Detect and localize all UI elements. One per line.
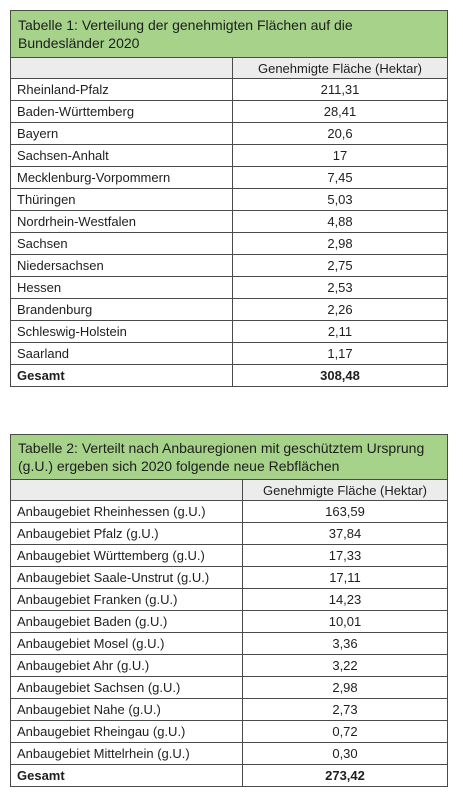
row-label: Brandenburg bbox=[10, 298, 233, 321]
row-label: Anbaugebiet Sachsen (g.U.) bbox=[10, 676, 243, 699]
row-value: 10,01 bbox=[242, 610, 448, 633]
row-value: 163,59 bbox=[242, 500, 448, 523]
table-row: Rheinland-Pfalz 211,31 bbox=[10, 78, 448, 101]
total-value: 273,42 bbox=[242, 764, 448, 787]
total-row: Gesamt 273,42 bbox=[10, 764, 448, 787]
table-title: Tabelle 2: Verteilt nach Anbauregionen m… bbox=[10, 434, 448, 480]
table-row: Bayern 20,6 bbox=[10, 122, 448, 145]
row-value: 2,98 bbox=[232, 232, 448, 255]
row-value: 2,11 bbox=[232, 320, 448, 343]
row-label: Sachsen-Anhalt bbox=[10, 144, 233, 167]
row-label: Niedersachsen bbox=[10, 254, 233, 277]
table-row: Anbaugebiet Saale-Unstrut (g.U.) 17,11 bbox=[10, 566, 448, 589]
row-label: Schleswig-Holstein bbox=[10, 320, 233, 343]
table-row: Anbaugebiet Nahe (g.U.) 2,73 bbox=[10, 698, 448, 721]
table-anbauregionen: Tabelle 2: Verteilt nach Anbauregionen m… bbox=[10, 434, 448, 787]
table-row: Anbaugebiet Baden (g.U.) 10,01 bbox=[10, 610, 448, 633]
table-row: Anbaugebiet Pfalz (g.U.) 37,84 bbox=[10, 522, 448, 545]
column-header-area: Genehmigte Fläche (Hektar) bbox=[232, 57, 448, 79]
row-value: 17,33 bbox=[242, 544, 448, 567]
row-value: 14,23 bbox=[242, 588, 448, 611]
row-value: 7,45 bbox=[232, 166, 448, 189]
table-header-row: Genehmigte Fläche (Hektar) bbox=[10, 479, 448, 501]
row-value: 3,36 bbox=[242, 632, 448, 655]
table-row: Anbaugebiet Franken (g.U.) 14,23 bbox=[10, 588, 448, 611]
row-value: 17 bbox=[232, 144, 448, 167]
table-row: Anbaugebiet Rheinhessen (g.U.) 163,59 bbox=[10, 500, 448, 523]
row-label: Sachsen bbox=[10, 232, 233, 255]
row-label: Nordrhein-Westfalen bbox=[10, 210, 233, 233]
total-label: Gesamt bbox=[10, 364, 233, 387]
table-row: Brandenburg 2,26 bbox=[10, 298, 448, 321]
row-label: Anbaugebiet Nahe (g.U.) bbox=[10, 698, 243, 721]
row-label: Anbaugebiet Pfalz (g.U.) bbox=[10, 522, 243, 545]
total-label: Gesamt bbox=[10, 764, 243, 787]
row-value: 2,53 bbox=[232, 276, 448, 299]
row-value: 4,88 bbox=[232, 210, 448, 233]
table-title-row: Tabelle 2: Verteilt nach Anbauregionen m… bbox=[10, 434, 448, 480]
row-label: Anbaugebiet Saale-Unstrut (g.U.) bbox=[10, 566, 243, 589]
table-bundeslaender: Tabelle 1: Verteilung der genehmigten Fl… bbox=[10, 10, 448, 387]
row-value: 2,75 bbox=[232, 254, 448, 277]
row-label: Saarland bbox=[10, 342, 233, 365]
row-value: 0,72 bbox=[242, 720, 448, 743]
row-label: Anbaugebiet Baden (g.U.) bbox=[10, 610, 243, 633]
table-title: Tabelle 1: Verteilung der genehmigten Fl… bbox=[10, 10, 448, 58]
row-label: Rheinland-Pfalz bbox=[10, 78, 233, 101]
table-header-row: Genehmigte Fläche (Hektar) bbox=[10, 57, 448, 79]
column-header-region bbox=[10, 57, 233, 79]
row-label: Baden-Württemberg bbox=[10, 100, 233, 123]
table-row: Sachsen-Anhalt 17 bbox=[10, 144, 448, 167]
table-row: Hessen 2,53 bbox=[10, 276, 448, 299]
table-row: Anbaugebiet Mosel (g.U.) 3,36 bbox=[10, 632, 448, 655]
column-header-area: Genehmigte Fläche (Hektar) bbox=[242, 479, 448, 501]
row-value: 5,03 bbox=[232, 188, 448, 211]
table-row: Anbaugebiet Ahr (g.U.) 3,22 bbox=[10, 654, 448, 677]
row-label: Anbaugebiet Württemberg (g.U.) bbox=[10, 544, 243, 567]
total-row: Gesamt 308,48 bbox=[10, 364, 448, 387]
row-label: Bayern bbox=[10, 122, 233, 145]
row-label: Anbaugebiet Mosel (g.U.) bbox=[10, 632, 243, 655]
row-label: Thüringen bbox=[10, 188, 233, 211]
row-label: Anbaugebiet Ahr (g.U.) bbox=[10, 654, 243, 677]
table-row: Anbaugebiet Sachsen (g.U.) 2,98 bbox=[10, 676, 448, 699]
row-value: 0,30 bbox=[242, 742, 448, 765]
row-value: 20,6 bbox=[232, 122, 448, 145]
row-label: Hessen bbox=[10, 276, 233, 299]
row-label: Mecklenburg-Vorpommern bbox=[10, 166, 233, 189]
row-value: 2,98 bbox=[242, 676, 448, 699]
table-row: Mecklenburg-Vorpommern 7,45 bbox=[10, 166, 448, 189]
row-value: 28,41 bbox=[232, 100, 448, 123]
table-row: Nordrhein-Westfalen 4,88 bbox=[10, 210, 448, 233]
row-label: Anbaugebiet Rheinhessen (g.U.) bbox=[10, 500, 243, 523]
row-value: 3,22 bbox=[242, 654, 448, 677]
table-row: Anbaugebiet Rheingau (g.U.) 0,72 bbox=[10, 720, 448, 743]
table-row: Baden-Württemberg 28,41 bbox=[10, 100, 448, 123]
row-value: 1,17 bbox=[232, 342, 448, 365]
row-value: 211,31 bbox=[232, 78, 448, 101]
table-row: Anbaugebiet Mittelrhein (g.U.) 0,30 bbox=[10, 742, 448, 765]
table-row: Niedersachsen 2,75 bbox=[10, 254, 448, 277]
row-label: Anbaugebiet Rheingau (g.U.) bbox=[10, 720, 243, 743]
table-title-row: Tabelle 1: Verteilung der genehmigten Fl… bbox=[10, 10, 448, 58]
row-label: Anbaugebiet Mittelrhein (g.U.) bbox=[10, 742, 243, 765]
row-value: 17,11 bbox=[242, 566, 448, 589]
row-value: 37,84 bbox=[242, 522, 448, 545]
column-header-region bbox=[10, 479, 243, 501]
row-value: 2,73 bbox=[242, 698, 448, 721]
table-row: Sachsen 2,98 bbox=[10, 232, 448, 255]
table-row: Saarland 1,17 bbox=[10, 342, 448, 365]
row-label: Anbaugebiet Franken (g.U.) bbox=[10, 588, 243, 611]
table-row: Schleswig-Holstein 2,11 bbox=[10, 320, 448, 343]
table-row: Thüringen 5,03 bbox=[10, 188, 448, 211]
table-row: Anbaugebiet Württemberg (g.U.) 17,33 bbox=[10, 544, 448, 567]
total-value: 308,48 bbox=[232, 364, 448, 387]
row-value: 2,26 bbox=[232, 298, 448, 321]
